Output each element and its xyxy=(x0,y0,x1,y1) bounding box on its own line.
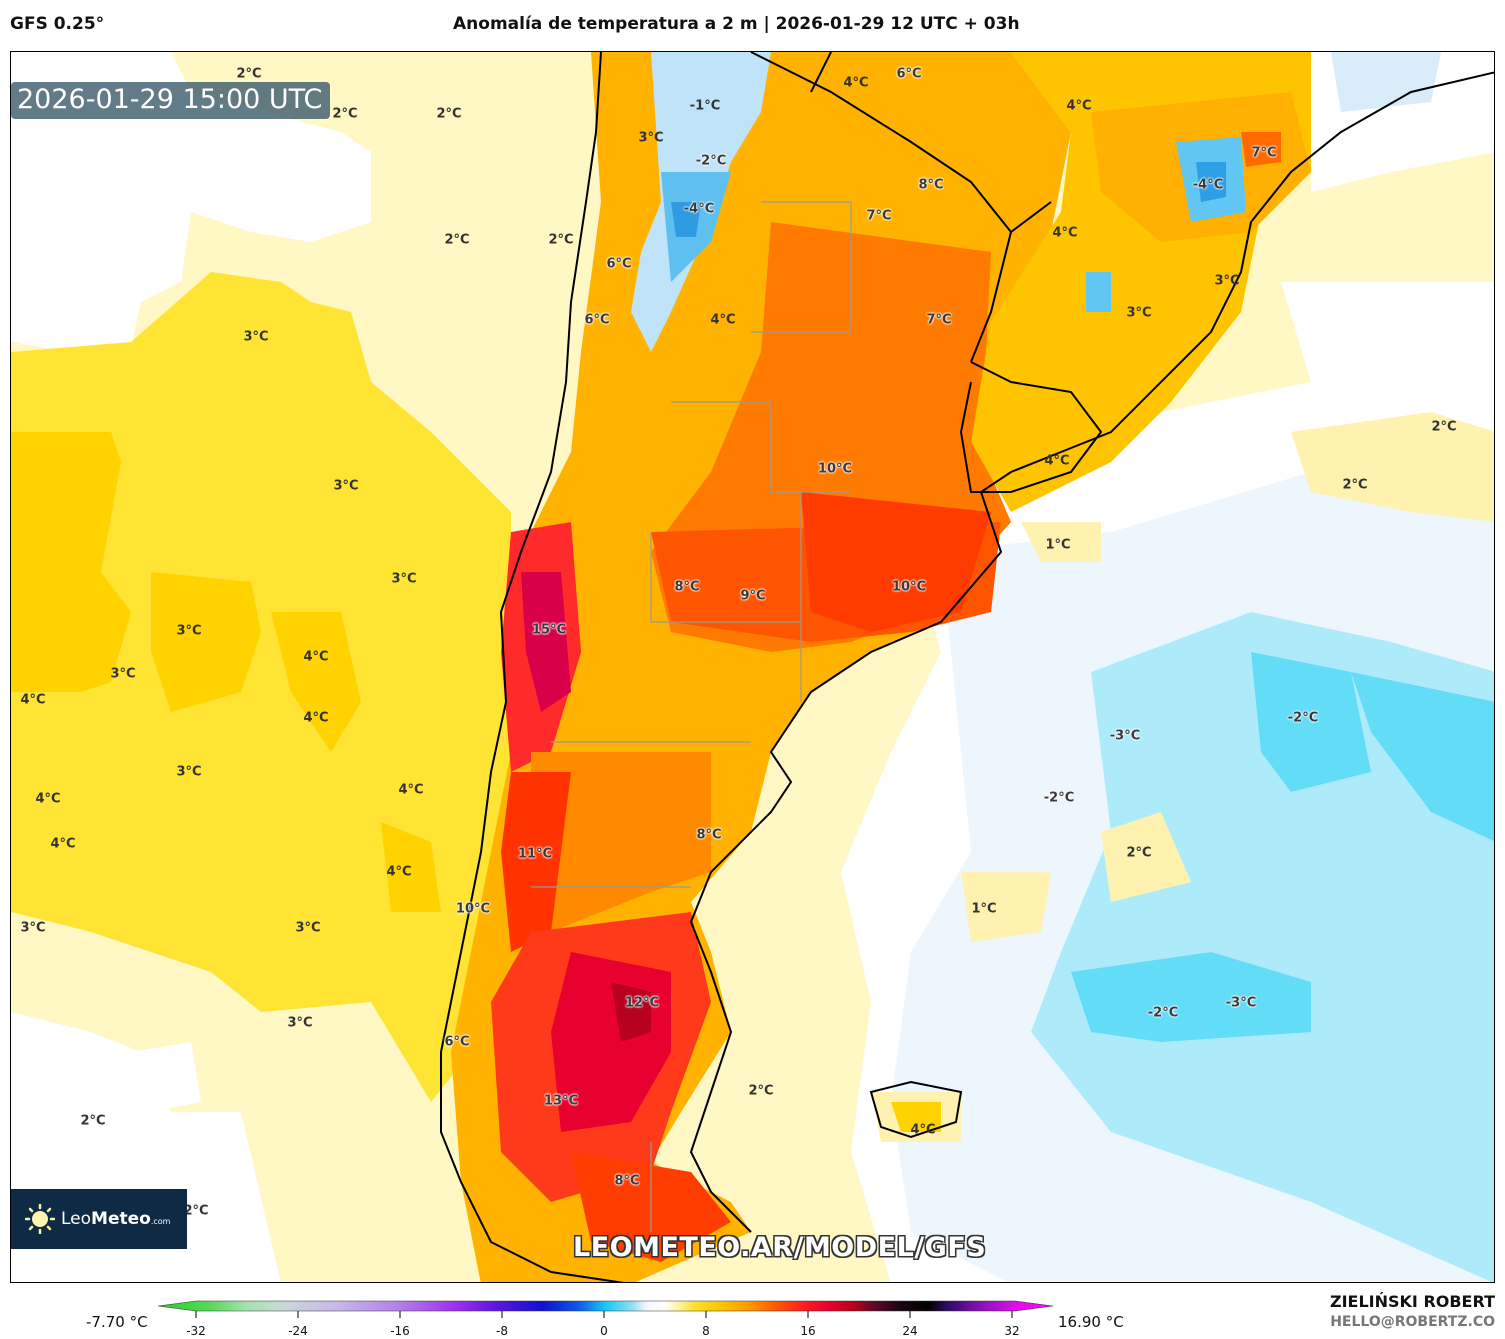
contour-label: 3°C xyxy=(295,920,321,936)
contour-label: 4°C xyxy=(50,836,76,852)
contour-label: 6°C xyxy=(606,256,632,272)
contour-label: 2°C xyxy=(183,1203,209,1219)
contour-label: 4°C xyxy=(843,75,869,91)
contour-label: 8°C xyxy=(614,1173,640,1189)
contour-label: 4°C xyxy=(303,649,329,665)
valid-time-badge: 2026-01-29 15:00 UTC xyxy=(11,82,331,119)
contour-label: 2°C xyxy=(236,66,262,82)
contour-label: 10°C xyxy=(817,461,853,477)
contour-label: -1°C xyxy=(689,98,721,114)
colorbar-tick-label: -24 xyxy=(288,1324,308,1338)
contour-label: 8°C xyxy=(918,177,944,193)
contour-label: 2°C xyxy=(444,232,470,248)
contour-label: -3°C xyxy=(1109,728,1141,744)
contour-label: 4°C xyxy=(710,312,736,328)
contour-label: -3°C xyxy=(1225,995,1257,1011)
contour-label: 3°C xyxy=(1214,273,1240,289)
contour-label: 2°C xyxy=(332,106,358,122)
contour-label: 3°C xyxy=(110,666,136,682)
contour-label: -2°C xyxy=(1147,1005,1179,1021)
contour-label: 7°C xyxy=(866,208,892,224)
contour-label: 9°C xyxy=(740,588,766,604)
contour-label: 3°C xyxy=(1126,305,1152,321)
leometeo-logo[interactable]: LeoMeteo.com xyxy=(11,1189,187,1249)
contour-label: 2°C xyxy=(436,106,462,122)
contour-label: -2°C xyxy=(1043,790,1075,806)
author-email[interactable]: HELLO@ROBERTZ.CO xyxy=(1330,1314,1495,1330)
contour-label: 13°C xyxy=(543,1093,579,1109)
contour-label: -4°C xyxy=(1192,177,1224,193)
contour-label: 7°C xyxy=(1251,145,1277,161)
contour-label: 2°C xyxy=(548,232,574,248)
contour-label: 6°C xyxy=(896,66,922,82)
contour-label: 10°C xyxy=(455,901,491,917)
contour-label: 3°C xyxy=(243,329,269,345)
contour-label: 8°C xyxy=(674,579,700,595)
contour-label: 10°C xyxy=(891,579,927,595)
contour-label: 3°C xyxy=(333,478,359,494)
contour-label: -4°C xyxy=(683,201,715,217)
contour-label: -2°C xyxy=(695,153,727,169)
logo-text: LeoMeteo.com xyxy=(61,1209,171,1229)
colorbar-min-value: -7.70 °C xyxy=(86,1313,148,1331)
contour-label: 2°C xyxy=(80,1113,106,1129)
contour-label: 1°C xyxy=(1045,537,1071,553)
contour-label: 3°C xyxy=(287,1015,313,1031)
sun-icon xyxy=(25,1204,55,1234)
contour-label: 1°C xyxy=(971,901,997,917)
contour-label: 11°C xyxy=(517,846,553,862)
contour-label: 6°C xyxy=(584,312,610,328)
author-name: ZIELIŃSKI ROBERT xyxy=(1329,1292,1495,1311)
contour-label: 4°C xyxy=(20,692,46,708)
contour-label: 2°C xyxy=(1126,845,1152,861)
contour-label: 2°C xyxy=(1342,477,1368,493)
contour-label: 3°C xyxy=(176,623,202,639)
map-title: Anomalía de temperatura a 2 m | 2026-01-… xyxy=(453,14,1020,34)
contour-label: 4°C xyxy=(1066,98,1092,114)
contour-label: 4°C xyxy=(386,864,412,880)
colorbar-tick-label: -8 xyxy=(496,1324,508,1338)
model-label: GFS 0.25° xyxy=(10,14,105,34)
contour-label: 3°C xyxy=(638,130,664,146)
contour-label: -2°C xyxy=(1287,710,1319,726)
contour-label: 3°C xyxy=(20,920,46,936)
colorbar-tick-label: -32 xyxy=(186,1324,206,1338)
contour-label: 3°C xyxy=(176,764,202,780)
contour-label: 4°C xyxy=(910,1122,936,1138)
contour-label: 7°C xyxy=(926,312,952,328)
colorbar xyxy=(158,1300,1053,1318)
map-fill xyxy=(11,52,1494,1282)
contour-label: 4°C xyxy=(1052,225,1078,241)
contour-label: 3°C xyxy=(391,571,417,587)
colorbar-tick-label: 24 xyxy=(902,1324,918,1338)
temperature-anomaly-map[interactable]: 2°C 2°C 2°C 2°C 2°C 3°C 3°C 3°C 3°C 3°C 4°C 4°C 4°C 3… xyxy=(10,51,1495,1283)
contour-label: 6°C xyxy=(444,1034,470,1050)
contour-label: 2°C xyxy=(748,1083,774,1099)
contour-label: 4°C xyxy=(1044,453,1070,469)
colorbar-tick-label: 16 xyxy=(800,1324,816,1338)
colorbar-tick-label: -16 xyxy=(390,1324,410,1338)
colorbar-tick-label: 8 xyxy=(702,1324,710,1338)
contour-label: 12°C xyxy=(624,995,660,1011)
contour-label: 2°C xyxy=(1431,419,1457,435)
source-watermark: LEOMETEO.AR/MODEL/GFS xyxy=(573,1232,987,1263)
contour-label: 4°C xyxy=(398,782,424,798)
colorbar-tick-label: 32 xyxy=(1004,1324,1020,1338)
colorbar-max-value: 16.90 °C xyxy=(1058,1313,1124,1331)
contour-label: 15°C xyxy=(531,622,567,638)
contour-label: 4°C xyxy=(35,791,61,807)
colorbar-tick-label: 0 xyxy=(600,1324,608,1338)
contour-label: 8°C xyxy=(696,827,722,843)
contour-label: 4°C xyxy=(303,710,329,726)
